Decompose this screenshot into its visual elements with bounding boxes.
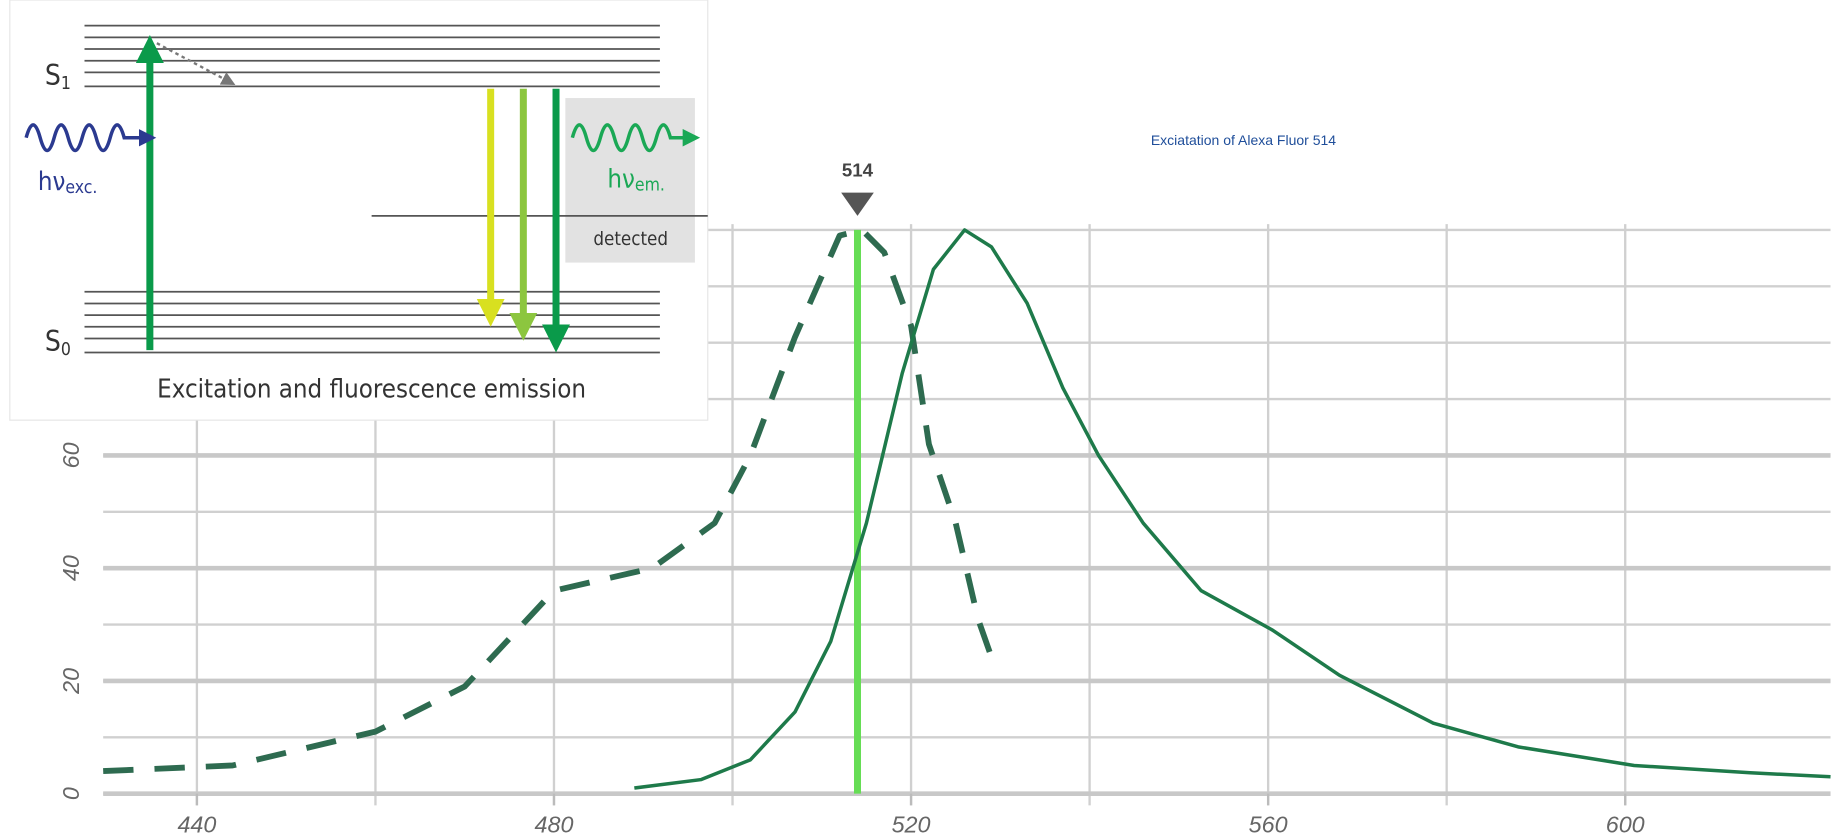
s1-main: S — [45, 59, 61, 92]
x-tick-label: 560 — [1249, 812, 1288, 838]
excitation-wave — [24, 123, 157, 153]
plot: 0 20 40 60 440 480 520 560 600 514 — [58, 160, 1831, 838]
s1-levels — [84, 24, 660, 88]
series-line — [103, 227, 999, 775]
inset-caption: Excitation and fluorescence emission — [157, 374, 586, 404]
photon-sub: exc. — [65, 178, 97, 198]
laser-marker — [841, 192, 874, 216]
excitation-photon-label: hνexc. — [38, 167, 98, 198]
emission-photon-label: hνem. — [607, 164, 665, 195]
energy-diagram: S1 S0 hνexc. hνem. detected Excitation a… — [9, 0, 709, 421]
x-tick-label: 600 — [1606, 812, 1645, 838]
chart-title: Exciatation of Alexa Fluor 514 — [1151, 132, 1336, 148]
detected-region — [565, 98, 695, 263]
s1-sub: 1 — [61, 74, 71, 94]
series-line — [634, 228, 1831, 790]
s0-sub: 0 — [61, 340, 71, 360]
x-tick-label: 520 — [892, 812, 931, 838]
s1-label: S1 — [45, 59, 71, 94]
s0-label: S0 — [45, 325, 71, 360]
photon-sub: em. — [635, 176, 665, 196]
y-tick-label: 40 — [58, 555, 84, 581]
s0-main: S — [45, 325, 61, 358]
x-tick-label: 480 — [535, 812, 574, 838]
photon-main: hν — [38, 167, 66, 197]
y-tick-label: 20 — [58, 668, 84, 695]
detected-label: detected — [593, 229, 668, 250]
y-tick-label: 0 — [58, 787, 84, 800]
laser-label: 514 — [842, 160, 874, 181]
y-tick-label: 60 — [58, 442, 84, 468]
photon-main: hν — [607, 164, 635, 194]
emission-wave — [570, 123, 701, 153]
x-tick-label: 440 — [177, 812, 216, 838]
